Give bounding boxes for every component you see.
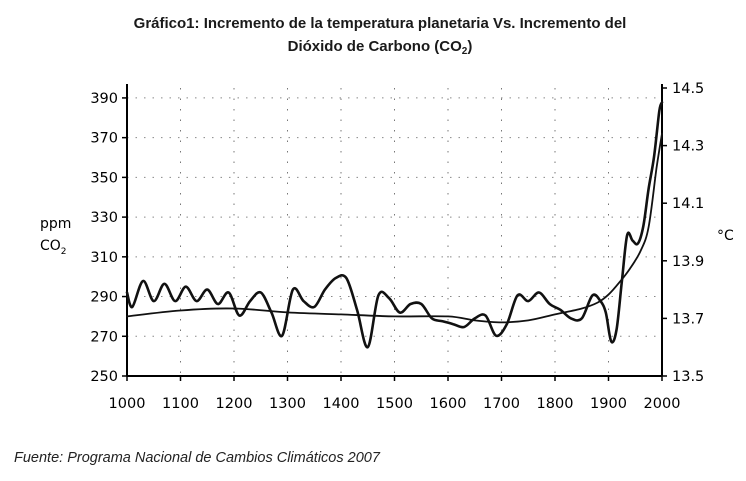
x-tick-label-2000: 2000 [644,396,681,412]
axes [126,84,663,377]
y-left-tick-label-310: 310 [90,250,118,266]
chart-title-line-1: Gráfico1: Incremento de la temperatura p… [133,15,627,32]
y-left-label-co-sub: 2 [61,247,67,257]
x-tick-label-1400: 1400 [323,396,360,412]
gridlines [127,88,662,376]
y-left-tick-label-370: 370 [90,131,118,147]
series-group [125,101,664,349]
axis-labels: ppm CO2 °C [40,216,734,257]
y-right-tick-label-14.5: 14.5 [672,81,704,97]
y-left-tick-label-250: 250 [90,369,118,385]
x-tick-label-1700: 1700 [483,396,520,412]
y-left-tick-label-390: 390 [90,91,118,107]
y-right-tick-label-14.3: 14.3 [672,139,704,155]
y-right-tick-label-14.1: 14.1 [672,196,704,212]
x-tick-label-1900: 1900 [590,396,627,412]
x-tick-label-1100: 1100 [162,396,199,412]
y-left-label-co-main: CO [40,238,61,254]
x-tick-label-1600: 1600 [430,396,467,412]
y-left-tick-label-350: 350 [90,170,118,186]
chart-title: Gráfico1: Incremento de la temperatura p… [60,12,700,63]
y-left-tick-label-330: 330 [90,210,118,226]
series-line-co2 [126,132,663,324]
x-tick-label-1300: 1300 [269,396,306,412]
y-left-tick-label-290: 290 [90,290,118,306]
chart-title-subscript: 2 [461,46,468,57]
ticks: 1000 1100 1200 1300 1400 1500 1600 1700 1800 1900… [90,81,704,412]
y-left-tick-label-270: 270 [90,329,118,345]
y-right-tick-label-13.7: 13.7 [672,311,704,327]
x-tick-label-1000: 1000 [109,396,146,412]
series-line-temperature [125,101,664,349]
x-tick-label-1800: 1800 [537,396,574,412]
y-left-label-co: CO2 [40,238,67,257]
source-note: Fuente: Programa Nacional de Cambios Cli… [14,450,380,466]
y-right-label-celsius: °C [717,228,734,244]
chart-svg: 1000 1100 1200 1300 1400 1500 1600 1700 1800 1900… [40,81,734,412]
chart-title-line-2-main: Dióxido de Carbono (CO [287,38,462,55]
x-tick-label-1200: 1200 [216,396,253,412]
y-left-label-ppm: ppm [40,216,71,232]
x-tick-label-1500: 1500 [376,396,413,412]
y-right-tick-label-13.9: 13.9 [672,254,704,270]
chart-title-line-2: Dióxido de Carbono (CO2) [60,35,700,63]
chart-title-line-2-end: ) [467,38,473,55]
y-right-tick-label-13.5: 13.5 [672,369,704,385]
